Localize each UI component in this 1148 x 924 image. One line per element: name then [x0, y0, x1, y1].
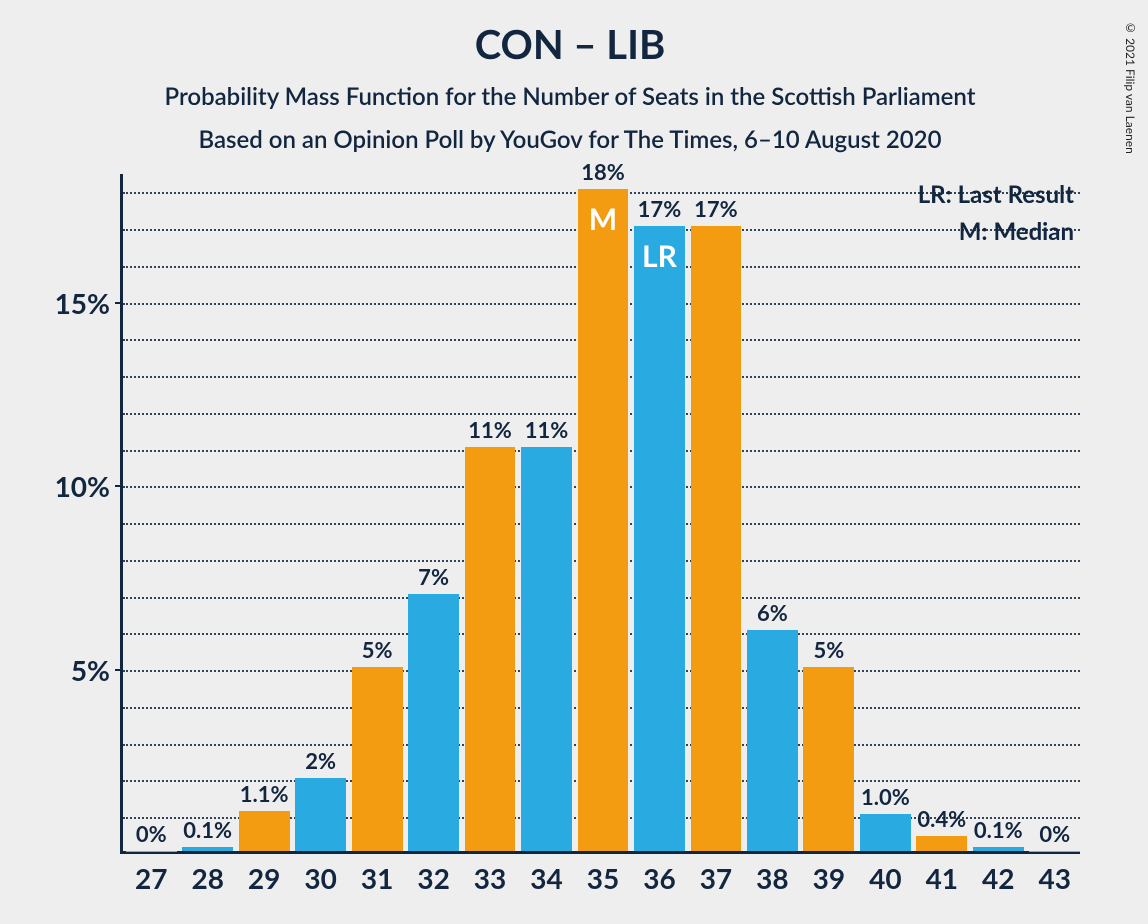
x-tick-label: 32: [417, 861, 449, 895]
bar: 17%: [691, 226, 742, 851]
bar-value-label: 5%: [362, 636, 393, 663]
bar-value-label: 17%: [638, 195, 682, 222]
x-tick-label: 30: [304, 861, 336, 895]
x-tick-label: 35: [587, 861, 619, 895]
legend: LR: Last Result M: Median: [918, 180, 1074, 254]
last-result-marker: LR: [642, 238, 677, 274]
x-tick-label: 39: [813, 861, 845, 895]
bar: 0%: [126, 851, 177, 852]
bar-value-label: 17%: [694, 195, 738, 222]
bar: 7%: [408, 594, 459, 851]
median-marker: M: [589, 201, 617, 237]
x-tick-label: 38: [756, 861, 788, 895]
bar: 0.4%: [916, 836, 967, 851]
x-tick-label: 41: [926, 861, 958, 895]
copyright-text: © 2021 Filip van Laenen: [1123, 20, 1138, 154]
bar-value-label: 0.4%: [917, 805, 966, 832]
x-tick-label: 36: [643, 861, 675, 895]
bar: 18%M: [578, 189, 629, 851]
chart-subtitle-1: Probability Mass Function for the Number…: [40, 82, 1100, 111]
bar-value-label: 0%: [1039, 820, 1070, 847]
bar: 11%: [521, 447, 572, 851]
y-tick-label: 10%: [45, 469, 110, 503]
x-tick-label: 27: [135, 861, 167, 895]
x-tick-label: 37: [700, 861, 732, 895]
bar: 2%: [295, 778, 346, 852]
y-tick-label: 5%: [45, 653, 110, 687]
bar: 1.1%: [239, 811, 290, 851]
bar-value-label: 7%: [418, 563, 449, 590]
bar: 5%: [803, 667, 854, 851]
x-tick-label: 29: [248, 861, 280, 895]
x-tick-label: 33: [474, 861, 506, 895]
y-tick-mark: [115, 485, 123, 487]
x-tick-label: 31: [361, 861, 393, 895]
bar: 0%: [1029, 851, 1080, 852]
legend-m: M: Median: [918, 217, 1074, 246]
legend-lr: LR: Last Result: [918, 180, 1074, 209]
bar-value-label: 2%: [305, 747, 336, 774]
bar-value-label: 0.1%: [183, 816, 232, 843]
bar-value-label: 0.1%: [974, 816, 1023, 843]
chart-subtitle-2: Based on an Opinion Poll by YouGov for T…: [40, 125, 1100, 154]
bar-value-label: 5%: [813, 636, 844, 663]
y-tick-mark: [115, 669, 123, 671]
bar-value-label: 1.1%: [240, 780, 289, 807]
bar: 11%: [465, 447, 516, 851]
bar: 0.1%: [182, 847, 233, 851]
bar-value-label: 11%: [525, 416, 569, 443]
x-tick-label: 40: [869, 861, 901, 895]
y-tick-mark: [115, 302, 123, 304]
x-tick-label: 28: [191, 861, 223, 895]
bar-value-label: 1.0%: [861, 783, 910, 810]
bar-value-label: 0%: [136, 820, 167, 847]
bar-value-label: 11%: [468, 416, 512, 443]
chart-title: CON – LIB: [40, 20, 1100, 68]
bar: 6%: [747, 630, 798, 851]
y-tick-label: 15%: [45, 286, 110, 320]
bar: 1.0%: [860, 814, 911, 851]
bar: 0.1%: [973, 847, 1024, 851]
bar-value-label: 18%: [581, 158, 625, 185]
bar-value-label: 6%: [757, 599, 788, 626]
bar: 5%: [352, 667, 403, 851]
x-tick-label: 43: [1039, 861, 1071, 895]
x-tick-label: 42: [982, 861, 1014, 895]
bar: 17%LR: [634, 226, 685, 851]
chart-container: CON – LIB Probability Mass Function for …: [40, 20, 1100, 854]
x-tick-label: 34: [530, 861, 562, 895]
plot-area: LR: Last Result M: Median 5%10%15%0%270.…: [120, 174, 1080, 854]
